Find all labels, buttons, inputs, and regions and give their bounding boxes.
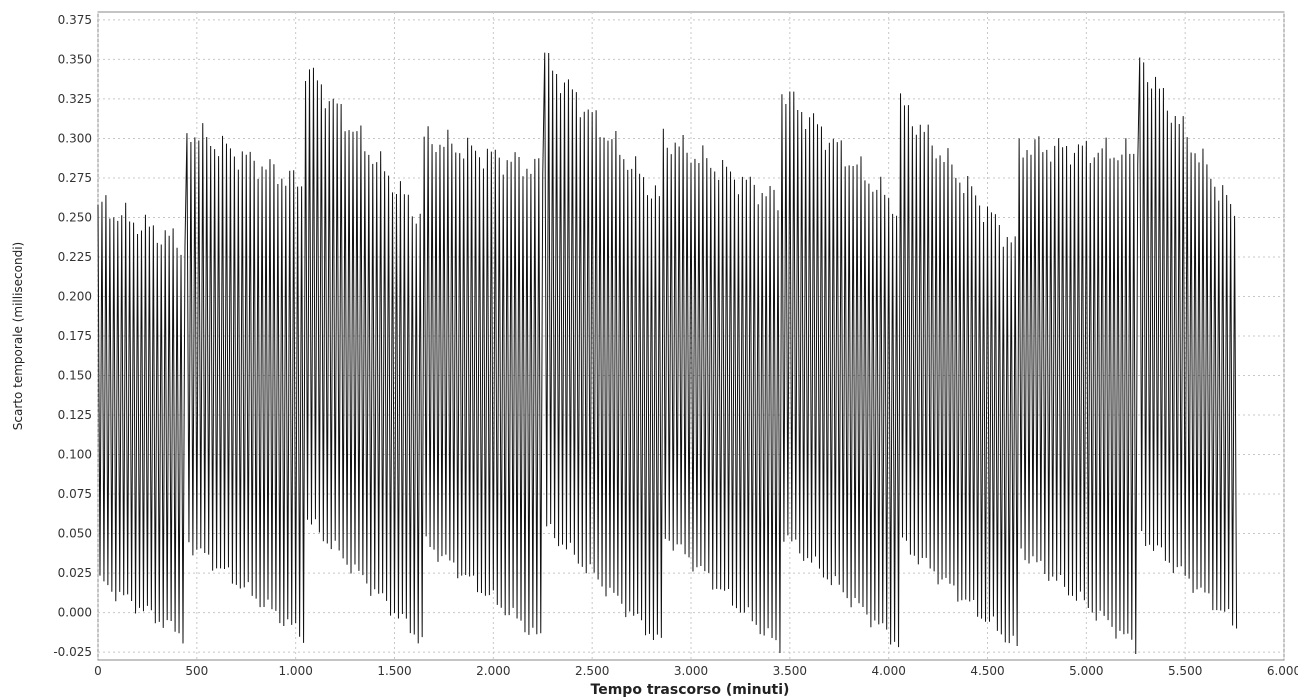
x-tick-label: 0 <box>94 664 102 678</box>
x-tick-label: 3.000 <box>674 664 708 678</box>
y-tick-label: 0.025 <box>58 566 92 580</box>
x-axis-label: Tempo trascorso (minuti) <box>591 682 790 697</box>
x-axis-ticks: 0 500 1.000 1.500 2.000 2.500 3.000 3.500 4.000 4… <box>94 664 1298 678</box>
y-tick-label: 0.075 <box>58 487 92 501</box>
x-tick-label: 1.500 <box>377 664 411 678</box>
x-tick-label: 6.000 <box>1267 664 1298 678</box>
y-tick-label: 0.100 <box>58 448 92 462</box>
x-tick-label: 1.000 <box>278 664 312 678</box>
x-tick-label: 4.500 <box>970 664 1004 678</box>
y-axis-ticks: -0.025 0.000 0.025 0.050 0.075 0.100 0.125 0.15… <box>53 13 92 659</box>
y-tick-label: 0.225 <box>58 250 92 264</box>
y-tick-label: 0.050 <box>58 527 92 541</box>
x-tick-label: 2.500 <box>575 664 609 678</box>
x-tick-label: 4.000 <box>871 664 905 678</box>
y-tick-label: 0.325 <box>58 92 92 106</box>
x-tick-label: 5.500 <box>1168 664 1202 678</box>
y-tick-label: 0.375 <box>58 13 92 27</box>
y-tick-label: -0.025 <box>53 645 92 659</box>
y-tick-label: 0.275 <box>58 171 92 185</box>
x-tick-label: 500 <box>185 664 208 678</box>
x-tick-label: 3.500 <box>773 664 807 678</box>
y-tick-label: 0.000 <box>58 606 92 620</box>
y-tick-label: 0.300 <box>58 131 92 145</box>
y-tick-label: 0.200 <box>58 289 92 303</box>
y-tick-label: 0.150 <box>58 369 92 383</box>
y-axis-label: Scarto temporale (millisecondi) <box>11 242 25 430</box>
y-tick-label: 0.175 <box>58 329 92 343</box>
series-line <box>97 52 1238 654</box>
y-tick-label: 0.350 <box>58 52 92 66</box>
y-tick-label: 0.125 <box>58 408 92 422</box>
x-tick-label: 2.000 <box>476 664 510 678</box>
y-tick-label: 0.250 <box>58 210 92 224</box>
x-tick-label: 5.000 <box>1069 664 1103 678</box>
